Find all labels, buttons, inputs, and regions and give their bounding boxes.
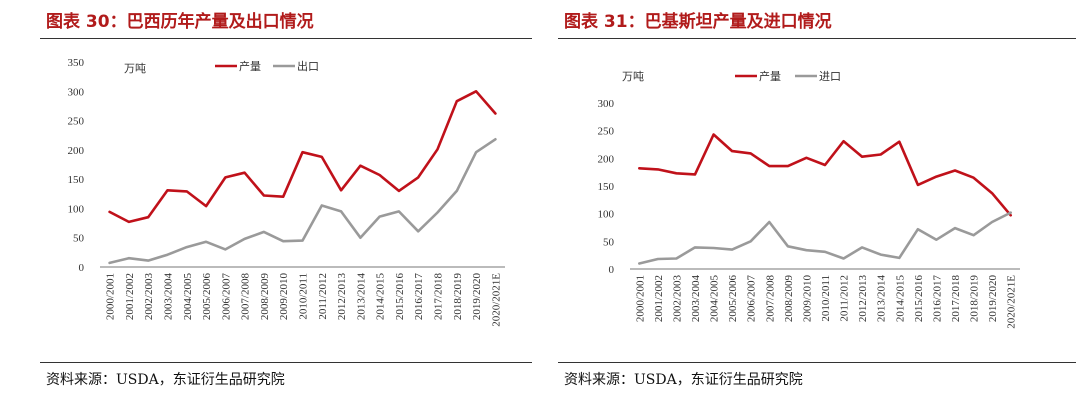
source-note: 资料来源：USDA，东证衍生品研究院 [564,372,803,388]
line-chart-pakistan: 0 50 100 150 200 250 300 2000/2001 2001/2002 2002… [598,69,1020,329]
x-tick-label: 2012/2013 [336,273,348,321]
x-tick-label: 2007/2008 [240,273,252,321]
x-tick-label: 2018/2019 [452,273,464,321]
unit-label: 万吨 [622,70,644,83]
source-note: 资料来源：USDA，东证衍生品研究院 [46,372,285,388]
y-tick-label: 100 [598,209,615,221]
title-divider [558,38,1076,39]
legend-label: 出口 [297,59,319,73]
chart-panel-pakistan: 图表 31：巴基斯坦产量及进口情况 0 50 100 150 200 250 300 2000… [552,0,1080,416]
legend-label: 产量 [239,59,261,73]
y-tick-label: 0 [609,264,615,276]
x-tick-label: 2016/2017 [931,275,943,323]
series-line [108,90,497,224]
y-tick-label: 200 [598,153,615,165]
y-tick-label: 300 [68,86,85,98]
x-tick-label: 2013/2014 [355,273,367,321]
x-tick-label: 2013/2014 [876,275,888,323]
series-line [108,138,497,265]
x-tick-label: 2020/2021E [490,273,502,327]
unit-label: 万吨 [124,62,146,75]
x-tick-label: 2005/2006 [201,273,213,321]
x-tick-label: 2000/2001 [634,275,646,322]
y-tick-label: 350 [68,57,85,69]
x-tick-label: 2010/2011 [298,273,310,320]
x-tick-label: 2000/2001 [105,273,117,320]
y-tick-label: 300 [598,98,615,110]
chart-panel-brazil: 图表 30：巴西历年产量及出口情况 0 50 100 150 200 250 300 350 2… [40,12,532,388]
x-tick-label: 2010/2011 [820,275,832,322]
line-chart-brazil: 0 50 100 150 200 250 300 350 2000/2001 2001/2002 2… [68,57,505,327]
x-tick-label: 2004/2005 [182,273,194,321]
x-tick-label: 2011/2012 [839,275,851,322]
x-tick-label: 2011/2012 [317,273,329,320]
x-tick-label: 2001/2002 [653,275,665,322]
source-divider [558,362,1076,363]
x-tick-label: 2017/2018 [433,273,445,321]
x-tick-label: 2015/2016 [913,275,925,323]
x-tick-label: 2001/2002 [124,273,136,320]
x-tick-label: 2020/2021E [1006,275,1018,329]
series-line [638,133,1013,217]
x-tick-label: 2015/2016 [394,273,406,321]
legend-label: 进口 [819,70,841,83]
x-tick-label: 2006/2007 [746,275,758,323]
y-tick-label: 150 [68,174,85,186]
x-tick-label: 2017/2018 [950,275,962,323]
source-divider [40,362,532,363]
x-tick-label: 2012/2013 [857,275,869,323]
x-tick-label: 2014/2015 [375,273,387,321]
figure-title: 图表 30：巴西历年产量及出口情况 [46,12,314,32]
x-tick-label: 2014/2015 [894,275,906,323]
y-tick-label: 250 [598,126,615,138]
y-tick-label: 50 [73,233,85,245]
x-tick-label: 2016/2017 [413,273,425,321]
x-tick-label: 2019/2020 [987,275,999,323]
x-tick-label: 2007/2008 [764,275,776,323]
x-tick-label: 2003/2004 [163,273,175,321]
series-line [638,211,1013,265]
x-tick-label: 2003/2004 [690,275,702,323]
x-tick-label: 2009/2010 [278,273,290,321]
x-tick-label: 2002/2003 [671,275,683,323]
title-divider [40,38,532,39]
y-tick-label: 150 [598,181,615,193]
y-tick-label: 0 [79,262,85,274]
y-tick-label: 50 [603,236,615,248]
x-tick-label: 2004/2005 [709,275,721,323]
x-tick-label: 2005/2006 [727,275,739,323]
x-tick-label: 2008/2009 [783,275,795,323]
x-tick-label: 2006/2007 [220,273,232,321]
y-tick-label: 200 [68,145,85,157]
y-tick-label: 100 [68,203,85,215]
x-tick-label: 2009/2010 [801,275,813,323]
figure-title: 图表 31：巴基斯坦产量及进口情况 [564,12,832,32]
x-tick-label: 2018/2019 [969,275,981,323]
x-tick-label: 2019/2020 [471,273,483,321]
x-tick-label: 2002/2003 [143,273,155,321]
y-tick-label: 250 [68,116,85,128]
legend-label: 产量 [759,69,781,83]
x-tick-label: 2008/2009 [259,273,271,321]
